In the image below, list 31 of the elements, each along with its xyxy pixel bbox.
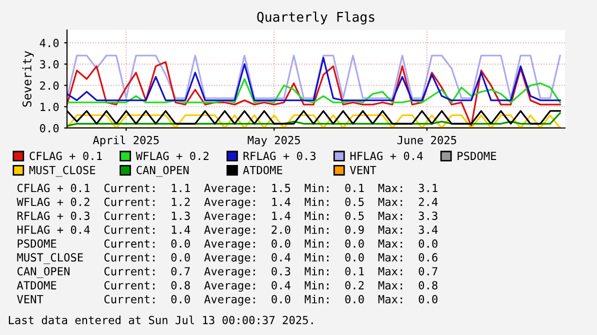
- legend-label: PSDOME: [458, 152, 496, 160]
- x-tick-label: May 2025: [248, 136, 300, 146]
- x-tick-label: June 2025: [397, 136, 456, 144]
- text: VENT Current: 0.0 Average: 0.0 Min: 0.0 Max: 0.0: [17, 294, 438, 306]
- legend-label: CFLAG + 0.1: [30, 152, 102, 160]
- chart-title: Quarterly Flags: [257, 12, 374, 24]
- y-tick-label: 0.0: [40, 124, 59, 132]
- y-tick-label: 2.0: [40, 81, 59, 90]
- y-tick-label: 3.0: [40, 60, 59, 68]
- text: MUST_CLOSE Current: 0.0 Average: 0.4 Min: 0.0 Max: 0.6: [17, 252, 438, 264]
- y-axis-title: Severity: [22, 51, 34, 107]
- text: HFLAG + 0.4 Current: 1.4 Average: 2.0 Min: 0.9 Max: 3.4: [17, 225, 438, 236]
- text: WFLAG + 0.2 Current: 1.2 Average: 1.4 Min: 0.5 Max: 2.4: [16, 197, 438, 208]
- y-tick-label: 4.0: [40, 38, 59, 48]
- legend-label: RFLAG + 0.3: [244, 152, 316, 160]
- text: CFLAG + 0.1 Current: 1.1 Average: 1.5 Min: 0.1 Max: 3.1: [17, 184, 438, 194]
- text: CAN_OPEN Current: 0.7 Average: 0.3 Min: 0.1 Max: 0.7: [17, 266, 438, 278]
- legend-label: HFLAG + 0.4: [350, 152, 423, 160]
- text: RFLAG + 0.3 Current: 1.3 Average: 1.4 Min: 0.5 Max: 3.3: [17, 211, 438, 222]
- text: ATDOME Current: 0.8 Average: 0.4 Min: 0.2 Max: 0.8: [16, 280, 438, 292]
- legend-label: ATDOME: [242, 166, 282, 174]
- line-series: [67, 78, 561, 104]
- legend-label: VENT: [350, 166, 376, 174]
- text: PSDOME Current: 0.0 Average: 0.0 Min: 0.0 Max: 0.0: [18, 239, 438, 250]
- line-series: [67, 61, 561, 127]
- text: Last data entered at Sun Jul 13 00:00:37 2025.: [8, 316, 313, 324]
- legend-label: CAN_OPEN: [136, 166, 189, 177]
- legend-label: WFLAG + 0.2: [136, 152, 209, 160]
- x-tick-label: April 2025: [92, 136, 159, 146]
- y-tick-label: 1.0: [40, 102, 59, 112]
- legend-label: MUST_CLOSE: [29, 166, 96, 177]
